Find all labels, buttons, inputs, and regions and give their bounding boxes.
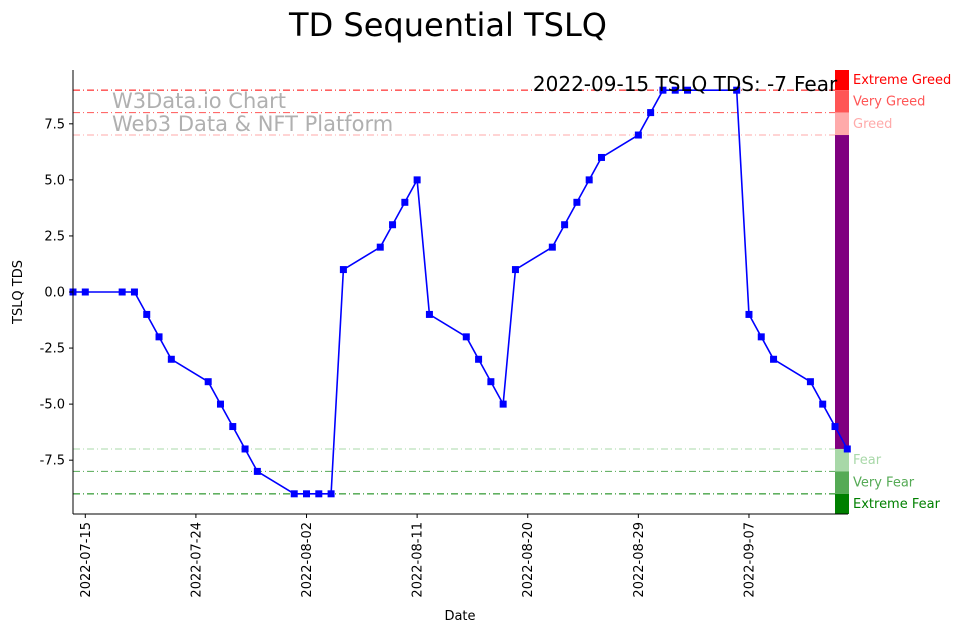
watermark-line-1: W3Data.io Chart: [112, 89, 286, 113]
data-point: [216, 400, 224, 408]
band-label-greed: Greed: [853, 117, 892, 132]
data-point: [585, 176, 593, 184]
band-very-fear: [835, 471, 849, 494]
chart-title: TD Sequential TSLQ: [288, 6, 607, 44]
y-tick-label: -5.0: [40, 398, 65, 413]
y-tick-label: 2.5: [44, 229, 65, 244]
data-point: [303, 490, 311, 498]
y-tick-label: 0.0: [44, 286, 65, 301]
band-fear: [835, 448, 849, 472]
data-point: [659, 86, 667, 94]
data-point: [376, 243, 384, 251]
data-point: [511, 266, 519, 274]
band-label-fear: Fear: [853, 453, 882, 468]
sentiment-bands: Extreme Greed Very Greed Greed Fear Very Fea…: [835, 70, 951, 514]
x-tick-label: 2022-07-24: [189, 522, 204, 598]
x-tick-label: 2022-09-07: [742, 522, 757, 598]
data-point: [130, 288, 138, 296]
watermark-line-2: Web3 Data & NFT Platform: [112, 112, 393, 136]
band-label-very-greed: Very Greed: [853, 94, 925, 109]
x-axis-label: Date: [444, 609, 475, 624]
band-very-greed: [835, 90, 849, 113]
data-point: [339, 266, 347, 274]
data-point: [634, 131, 642, 139]
annotation-text: 2022-09-15 TSLQ TDS: -7: [533, 72, 787, 96]
data-point: [757, 333, 765, 341]
data-point: [819, 400, 827, 408]
data-point: [81, 288, 89, 296]
band-extreme-greed: [835, 70, 849, 91]
x-ticks: 2022-07-15 2022-07-24 2022-08-02 2022-08-11…: [79, 514, 757, 598]
series-tds: [69, 86, 851, 498]
data-point: [143, 310, 151, 318]
band-neutral: [835, 135, 849, 449]
data-point: [499, 400, 507, 408]
band-label-very-fear: Very Fear: [853, 476, 915, 491]
data-point: [462, 333, 470, 341]
data-point: [597, 153, 605, 161]
data-point: [229, 423, 237, 431]
data-point: [253, 467, 261, 475]
data-point: [389, 221, 397, 229]
data-point: [561, 221, 569, 229]
data-point: [548, 243, 556, 251]
data-point: [290, 490, 298, 498]
band-label-extreme-fear: Extreme Fear: [853, 497, 941, 512]
data-point: [647, 109, 655, 117]
y-ticks: -7.5 -5.0 -2.5 0.0 2.5 5.0 7.5: [40, 117, 73, 469]
data-point: [475, 355, 483, 363]
data-point: [425, 310, 433, 318]
data-point: [401, 198, 409, 206]
axes: [72, 70, 848, 515]
data-point: [733, 86, 741, 94]
latest-annotation: 2022-09-15 TSLQ TDS: -7 Fear: [533, 72, 838, 96]
data-point: [327, 490, 335, 498]
y-tick-label: -7.5: [40, 454, 65, 469]
data-point: [241, 445, 249, 453]
data-point: [671, 86, 679, 94]
series-line: [73, 89, 848, 495]
data-point: [684, 86, 692, 94]
x-tick-label: 2022-08-11: [411, 522, 426, 598]
data-point: [770, 355, 778, 363]
data-point: [745, 310, 753, 318]
x-tick-label: 2022-08-29: [632, 522, 647, 598]
data-point: [204, 378, 212, 386]
data-point: [118, 288, 126, 296]
data-point: [806, 378, 814, 386]
annotation-status: Fear: [794, 72, 838, 96]
band-extreme-fear: [835, 493, 849, 514]
data-point: [487, 378, 495, 386]
data-point: [167, 355, 175, 363]
threshold-lines: [73, 89, 835, 495]
data-point: [413, 176, 421, 184]
x-tick-label: 2022-07-15: [79, 522, 94, 598]
x-tick-label: 2022-08-20: [521, 522, 536, 598]
data-point: [831, 423, 839, 431]
y-axis-label: TSLQ TDS: [11, 260, 26, 325]
y-tick-label: 5.0: [44, 173, 65, 188]
band-greed: [835, 112, 849, 136]
data-point: [155, 333, 163, 341]
y-tick-label: 7.5: [44, 117, 65, 132]
data-point: [843, 445, 851, 453]
x-tick-label: 2022-08-02: [300, 522, 315, 598]
y-tick-label: -2.5: [40, 342, 65, 357]
watermark: W3Data.io Chart Web3 Data & NFT Platform: [112, 89, 393, 136]
data-point: [573, 198, 581, 206]
band-label-extreme-greed: Extreme Greed: [853, 73, 951, 88]
data-point: [315, 490, 323, 498]
